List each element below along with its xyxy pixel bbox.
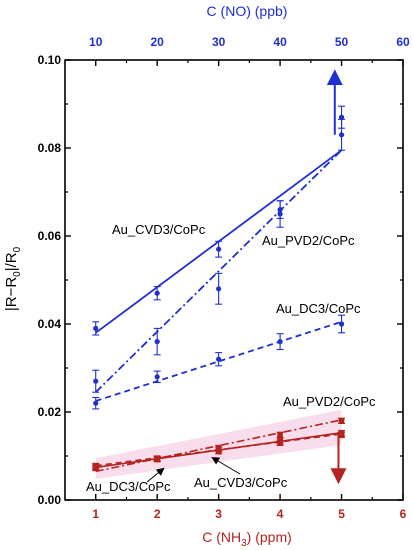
bottom-axis-title-part2: ) (ppm) [247, 529, 292, 545]
nh3-highlight-band [95, 409, 342, 479]
data-point-au-pvd2-copc-nh3 [277, 432, 283, 438]
data-point-au-dc3-copc-nh3 [215, 446, 222, 453]
annotation-no-pvd2: Au_PVD2/CoPc [262, 233, 355, 248]
bottom-axis-title-part1: C (NH [202, 529, 241, 545]
fit-line-au-pvd2-copc-nh3 [95, 419, 342, 473]
annotation-arrow-dc3 [146, 467, 165, 483]
fit-line-au-pvd2-copc-no [95, 149, 343, 393]
fit-line-au-dc3-copc-no [95, 320, 342, 402]
data-point-au-pvd2-copc-no [338, 114, 345, 120]
x-bottom-tick-label: 1 [92, 507, 99, 521]
x-bottom-tick-label: 3 [215, 507, 222, 521]
data-point-au-dc3-copc-no [93, 400, 99, 406]
annotation-nh3-pvd2: Au_PVD2/CoPc [283, 394, 376, 409]
data-point-au-pvd2-copc-no [277, 211, 283, 217]
data-point-au-dc3-copc-no [338, 321, 345, 327]
x-bottom-tick-label: 5 [338, 507, 345, 521]
bottom-axis-title: C (NH3) (ppm) [202, 529, 292, 549]
annotation-nh3-dc3: Au_DC3/CoPc [86, 479, 171, 494]
axes [64, 59, 404, 501]
annotation-arrows [146, 456, 241, 483]
nh3-shaded-band [95, 409, 342, 479]
data-point-au-pvd2-copc-no [216, 286, 222, 292]
tick-labels: 0.00 0.02 0.04 0.06 0.08 0.10 1 2 3 4 5 6 10 20 30 40 50… [38, 35, 410, 521]
x-top-tick-label: 30 [212, 35, 226, 49]
top-axis-title: C (NO) (ppb) [207, 3, 288, 19]
y-tick-label: 0.10 [38, 53, 62, 67]
annotation-no-dc3: Au_DC3/CoPc [276, 301, 361, 316]
y-axis-title-sub1: 0 [12, 271, 23, 277]
data-point-au-dc3-copc-nh3 [154, 456, 160, 463]
x-top-tick-label: 60 [396, 35, 410, 49]
data-point-au-dc3-copc-no [154, 374, 160, 380]
x-top-tick-label: 50 [335, 35, 349, 49]
data-point-au-cvd3-copc-no [338, 132, 345, 138]
data-point-au-dc3-copc-nh3 [338, 432, 345, 438]
y-tick-label: 0.06 [38, 229, 62, 243]
data-point-au-dc3-copc-nh3 [92, 462, 99, 469]
data-point-au-dc3-copc-no [216, 356, 222, 362]
y-tick-label: 0.04 [38, 317, 62, 331]
data-points [92, 114, 345, 472]
y-axis-title: |R−R0|/R0 [3, 246, 23, 311]
y-tick-label: 0.00 [38, 493, 62, 507]
y-axis-title-part1: |R−R [3, 277, 20, 311]
data-point-au-cvd3-copc-no [93, 325, 99, 331]
annotation-nh3-cvd3: Au_CVD3/CoPc [194, 475, 288, 490]
x-bottom-tick-label: 6 [400, 507, 407, 521]
x-top-tick-label: 10 [89, 35, 103, 49]
annotation-no-cvd3: Au_CVD3/CoPc [112, 222, 206, 237]
data-point-au-pvd2-copc-no [93, 378, 99, 384]
data-point-au-pvd2-copc-nh3 [338, 418, 345, 424]
x-bottom-tick-label: 4 [277, 507, 284, 521]
y-tick-label: 0.08 [38, 141, 62, 155]
data-point-au-cvd3-copc-no [216, 246, 222, 252]
data-point-au-dc3-copc-nh3 [277, 437, 283, 444]
annotation-arrow-cvd3 [211, 456, 241, 475]
data-point-au-dc3-copc-no [277, 339, 283, 345]
direction-arrows [326, 69, 347, 485]
data-point-au-cvd3-copc-no [154, 290, 160, 296]
data-point-au-cvd3-copc-no [277, 207, 283, 213]
bottom-axis-title-subscript: 3 [241, 538, 247, 549]
x-bottom-tick-label: 2 [154, 507, 161, 521]
data-point-au-pvd2-copc-no [154, 339, 160, 345]
y-axis-title-sub2: 0 [12, 246, 23, 252]
x-top-tick-label: 20 [151, 35, 165, 49]
x-top-tick-label: 40 [273, 35, 287, 49]
y-axis-title-part2: |/R [3, 252, 20, 271]
y-tick-label: 0.02 [38, 405, 62, 419]
